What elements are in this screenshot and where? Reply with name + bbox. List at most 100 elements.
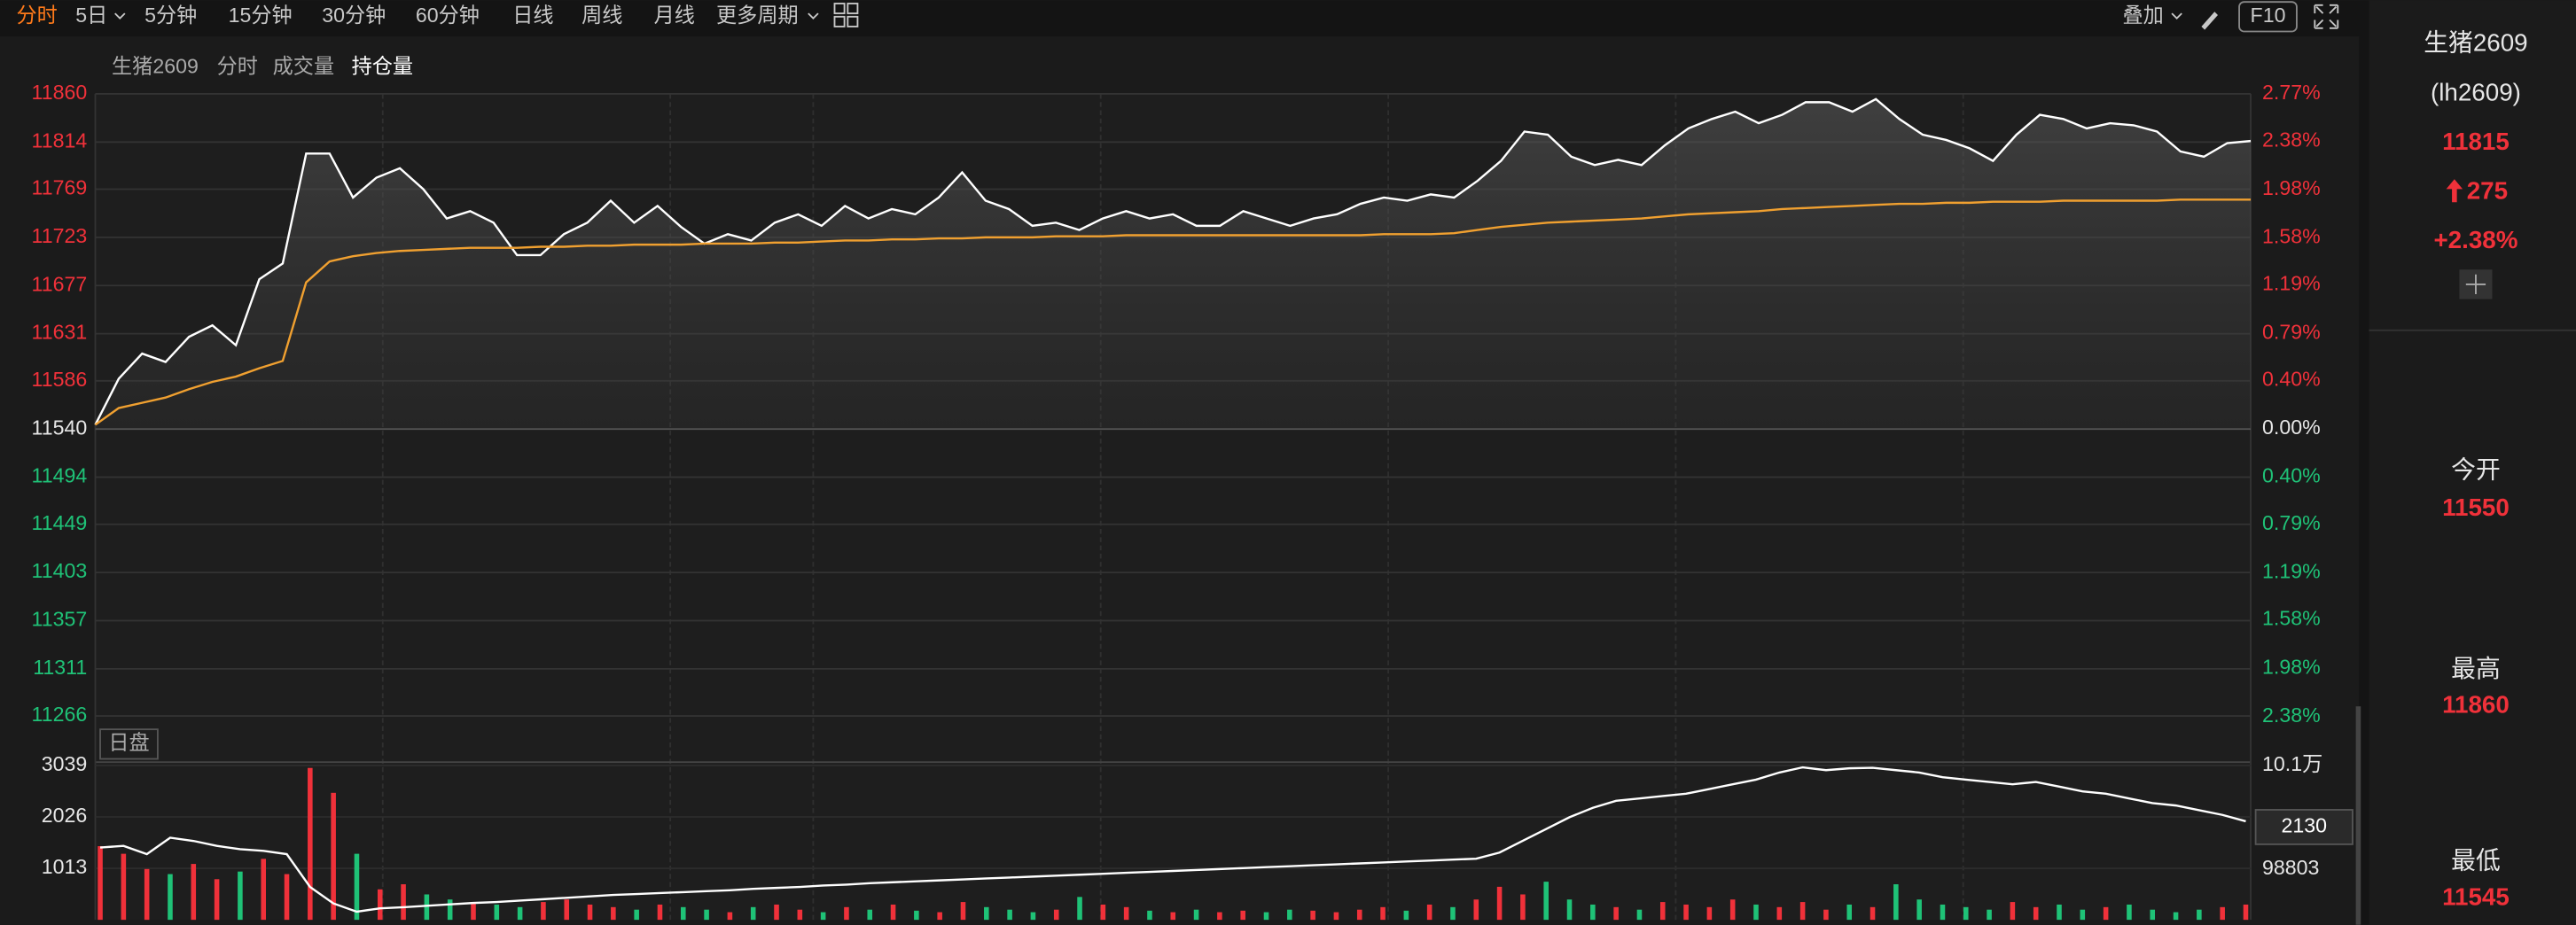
y2-tick-label: 2.77% [2262,81,2321,104]
volume-bar [844,906,849,921]
volume-bar [471,902,476,921]
y2-tick-label: 1.19% [2262,559,2321,582]
layout-icon[interactable] [833,3,859,27]
average-line [94,198,2252,426]
volume-bar [2243,904,2249,921]
toolbar [0,0,2360,37]
volume-bar [984,906,989,921]
volume-bar [611,906,616,921]
volume-bar [1240,910,1245,921]
period-tab[interactable]: 5分钟 [144,4,197,27]
volume-bar [1356,909,1362,921]
period-tab[interactable]: 月线 [654,4,695,27]
volume-bar [1729,899,1736,921]
period-tab[interactable]: 分时 [17,4,58,27]
f10-box[interactable] [2238,1,2298,33]
period-tab[interactable]: 30分钟 [322,4,386,27]
volume-bar [657,904,663,921]
volume-bar [914,910,919,921]
cursor-box [2254,809,2354,845]
volume-bar [121,853,127,921]
volume-bar [797,909,803,921]
volume-bar [284,874,290,921]
caret [808,12,819,19]
volume-bar [308,767,313,921]
volume-bar [1496,886,1503,921]
tabs: 生猪2609 分时 成交量 持仓量 [112,54,413,77]
volume-bar [331,792,336,921]
volume-bar [1333,912,1339,921]
period-tab[interactable]: 5日 [75,4,107,27]
volume-bar [820,912,826,921]
volume-bar [1566,899,1573,921]
chart-tab[interactable]: 分时 [217,54,258,77]
low-label: 最低 [2451,847,2501,874]
volume-bar [1659,902,1666,921]
chart-tab[interactable]: 生猪2609 [112,54,199,77]
y-tick-label: 11860 [32,81,88,104]
volume-bar [401,884,406,921]
volume-bar [2103,906,2109,921]
y-tick-label: 11769 [32,176,88,199]
volume-bar [2057,904,2062,921]
volume-bar [238,871,243,921]
volume-bar [1963,906,1969,921]
volume-bar [727,912,733,921]
high-value: 11860 [2442,691,2510,719]
volume-bar [2220,906,2225,921]
volume-bar [2173,912,2179,921]
volume-bar [2033,906,2039,921]
volume-bar [2197,909,2202,921]
volume-bar [1100,904,1106,921]
expand-icon[interactable] [2314,4,2339,29]
y2-tick-label: 2.38% [2262,128,2321,151]
change-pct: +2.38% [2433,226,2517,253]
volume-bar [1193,909,1199,921]
volume-bar [1520,894,1526,921]
volume-bar [1473,899,1479,921]
caret [114,12,126,19]
volume-bar [774,904,779,921]
chart-tab[interactable]: 成交量 [273,54,334,77]
period-tab[interactable]: 15分钟 [229,4,293,27]
change: 275 [2467,176,2508,204]
last-price: 11815 [2442,128,2510,155]
volume-bar [447,899,453,921]
volume-bar [2127,904,2132,921]
volume-bar [261,859,266,921]
volume-bar [494,904,500,921]
volume-bar [1590,904,1596,921]
volume-bar [587,904,593,921]
chart-tab[interactable]: 持仓量 [352,54,413,77]
y-tick-label: 11494 [32,464,88,487]
y-tick-label: 3039 [42,752,88,775]
period-tab[interactable]: 日线 [512,4,553,27]
period-tab[interactable]: 更多周期 [716,4,799,27]
y-tick-label: 11677 [32,272,88,295]
f10-button[interactable]: F10 [2251,4,2286,27]
volume-bar [1147,910,1152,921]
volume-bar [1426,904,1432,921]
volume-bar [1450,906,1456,921]
y-tick-label: 11723 [32,224,88,247]
period-tab[interactable]: 60分钟 [416,4,480,27]
time-grid [381,93,1964,921]
volume-bar [1776,906,1783,921]
volume-bar [1613,906,1619,921]
volume-bar [377,889,383,921]
volume-bar [1706,906,1713,921]
volume-bar [1987,909,1992,921]
draw-icon[interactable] [2201,12,2218,30]
period-bar: 分时 5日 5分钟 15分钟 30分钟 60分钟 日线 周线 月线 更多周期 [17,4,799,27]
y-tick-label: 11586 [32,368,88,391]
volume-bar [1310,910,1315,921]
overlay-button[interactable]: 叠加 [2122,4,2163,27]
y2-tick-label: 1.98% [2262,655,2321,678]
period-tab[interactable]: 周线 [582,4,622,27]
volume-bar [1893,884,1899,921]
volume-bar [867,909,873,921]
volume-bar [168,874,173,921]
y-tick-label: 1013 [42,855,88,878]
y2-tick-label: 0.40% [2262,464,2321,487]
volume-bar [214,879,220,921]
